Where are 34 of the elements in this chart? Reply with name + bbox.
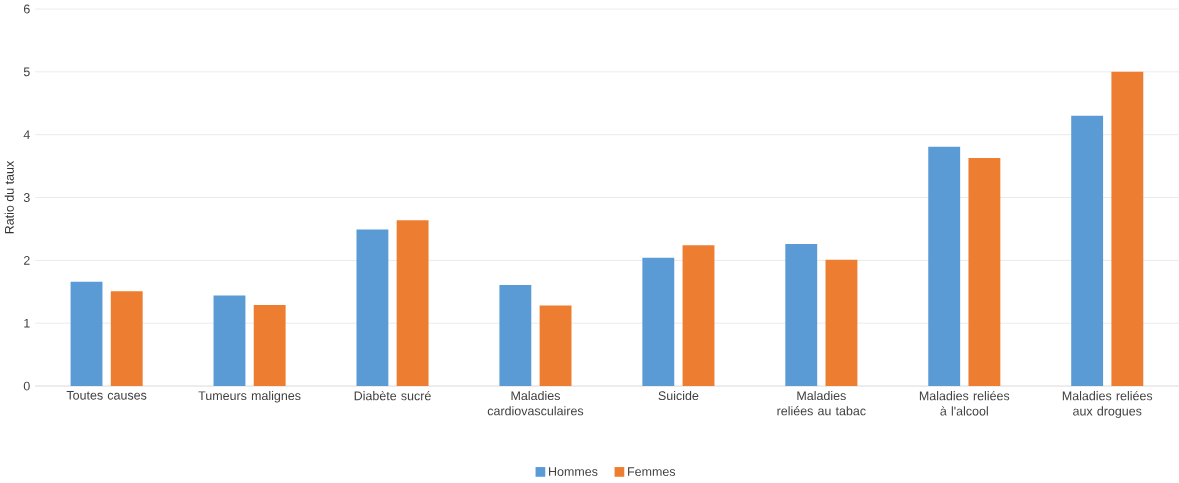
y-tick-label: 6 xyxy=(23,4,30,14)
bar xyxy=(825,259,858,386)
bar xyxy=(1111,71,1144,386)
y-tick-label: 2 xyxy=(23,255,30,265)
bar xyxy=(785,243,818,386)
bar xyxy=(1071,115,1104,386)
y-axis-title: Ratio du taux xyxy=(4,160,14,234)
bar xyxy=(70,281,103,386)
y-tick-label: 3 xyxy=(23,192,30,202)
x-tick-label: Maladies cardiovasculaires xyxy=(487,390,584,416)
bar xyxy=(396,219,429,386)
y-tick-label: 4 xyxy=(23,130,30,139)
bar xyxy=(968,157,1001,386)
x-tick-label: Maladies reliées à l'alcool xyxy=(919,390,1010,416)
x-tick-label: Diabète sucré xyxy=(354,390,431,401)
bar xyxy=(539,305,572,386)
legend-label: Femmes xyxy=(628,467,676,476)
x-tick-label: Toutes causes xyxy=(66,390,147,400)
bar xyxy=(928,146,961,386)
bar xyxy=(253,304,286,386)
bar xyxy=(356,229,389,386)
bar xyxy=(110,290,143,386)
bar xyxy=(213,295,246,386)
legend-label: Hommes xyxy=(549,467,598,476)
y-tick-label: 0 xyxy=(23,381,30,391)
bar xyxy=(499,284,532,386)
y-tick-label: 5 xyxy=(23,67,30,76)
x-tick-label: Maladies reliées au tabac xyxy=(777,390,866,416)
bar xyxy=(642,257,675,386)
bar xyxy=(682,245,715,386)
y-tick-label: 1 xyxy=(24,318,30,328)
x-tick-label: Suicide xyxy=(658,390,699,400)
x-tick-label: Tumeurs malignes xyxy=(198,390,301,403)
x-tick-label: Maladies reliées aux drogues xyxy=(1062,390,1153,418)
